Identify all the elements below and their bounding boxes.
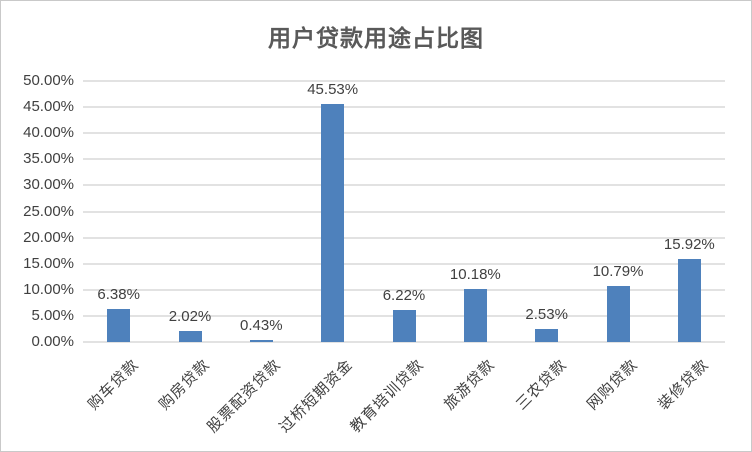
- bar-value-label: 10.18%: [449, 265, 501, 283]
- bar-装修贷款: [677, 258, 701, 342]
- gridline: [83, 288, 725, 291]
- bar-股票配资贷款: [249, 339, 273, 342]
- bar-value-label: 6.38%: [97, 285, 140, 303]
- gridline: [83, 158, 725, 161]
- bar-旅游贷款: [463, 288, 487, 342]
- gridline: [83, 80, 725, 82]
- gridline: [83, 262, 725, 265]
- chart-title: 用户贷款用途占比图: [268, 25, 484, 51]
- x-category-label: 装修贷款: [655, 356, 713, 414]
- y-tick-label: 15.00%: [23, 254, 74, 272]
- bar-value-label: 45.53%: [307, 81, 359, 99]
- bar-购车贷款: [107, 308, 131, 342]
- y-tick-label: 5.00%: [31, 306, 74, 324]
- bar-教育培训贷款: [392, 309, 416, 342]
- y-tick-label: 50.00%: [23, 72, 74, 89]
- y-tick-label: 10.00%: [23, 280, 74, 298]
- bar-value-label: 0.43%: [240, 316, 283, 334]
- bar-value-label: 10.79%: [592, 262, 644, 280]
- bar-购房贷款: [178, 331, 202, 342]
- x-category-label: 网购贷款: [583, 356, 642, 414]
- bar-value-label: 6.22%: [382, 286, 426, 304]
- bar-网购贷款: [606, 285, 630, 342]
- y-tick-label: 35.00%: [23, 150, 74, 168]
- y-tick-label: 25.00%: [23, 202, 74, 220]
- x-category-label: 三农贷款: [512, 356, 570, 414]
- y-tick-label: 45.00%: [23, 98, 74, 116]
- x-category-label: 购车贷款: [84, 356, 142, 414]
- x-category-label: 旅游贷款: [441, 356, 499, 414]
- gridline: [83, 106, 725, 109]
- bar-value-label: 2.53%: [525, 305, 568, 323]
- gridline: [83, 210, 725, 213]
- bar-value-label: 15.92%: [663, 235, 715, 253]
- bar-value-label: 2.02%: [168, 308, 212, 326]
- x-category-label: 购房贷款: [155, 356, 214, 414]
- gridline: [83, 184, 725, 187]
- bar-三农贷款: [535, 328, 559, 342]
- x-category-label: 股票配资贷款: [204, 356, 285, 437]
- bar-过桥短期资金: [321, 104, 345, 342]
- y-tick-label: 0.00%: [31, 333, 74, 350]
- gridline: [83, 341, 725, 343]
- gridline: [83, 236, 725, 239]
- gridline: [83, 132, 725, 135]
- y-tick-label: 30.00%: [23, 176, 74, 194]
- y-tick-label: 40.00%: [23, 124, 74, 142]
- x-category-label: 过桥短期资金: [275, 356, 356, 437]
- y-tick-label: 20.00%: [23, 228, 74, 246]
- x-category-label: 教育培训贷款: [347, 356, 428, 437]
